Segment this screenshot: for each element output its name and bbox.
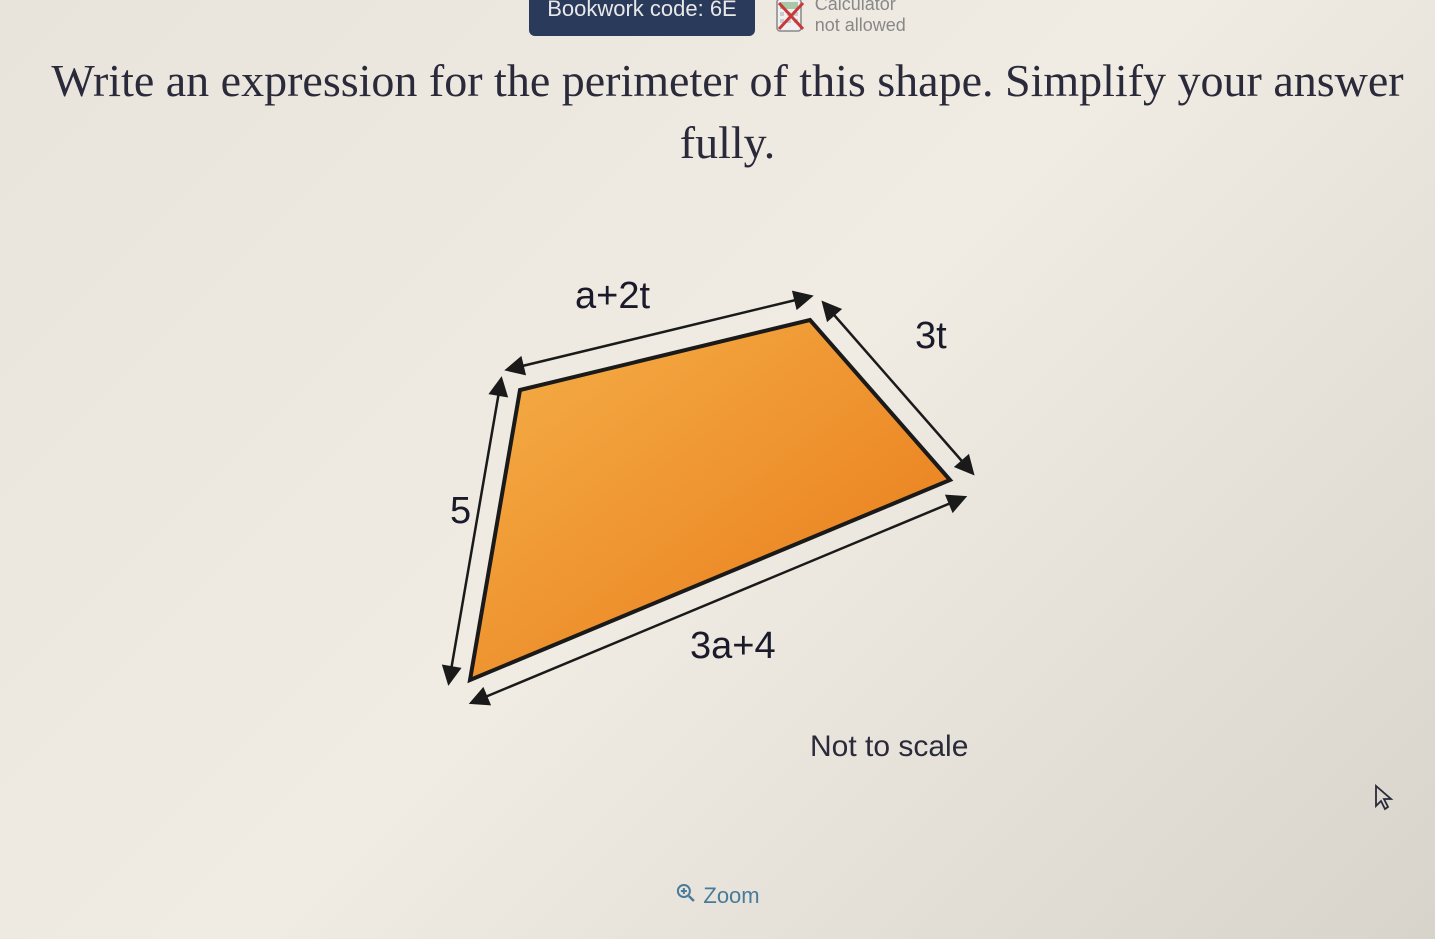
calculator-label-1: Calculator <box>815 0 906 15</box>
header-badges: Bookwork code: 6E Calculator not allowed <box>0 0 1435 36</box>
diagram-area: a+2t 3t 3a+4 5 Not to scale Zoom <box>0 260 1435 939</box>
not-to-scale-label: Not to scale <box>810 730 968 764</box>
bookwork-code-badge: Bookwork code: 6E <box>529 0 755 36</box>
cursor-icon <box>1373 784 1395 819</box>
calculator-status: Calculator not allowed <box>775 0 906 36</box>
calculator-label-2: not allowed <box>815 15 906 36</box>
bookwork-code-label: Bookwork code: 6E <box>547 0 737 21</box>
side-label-left: 5 <box>450 490 471 533</box>
calculator-not-allowed-icon <box>775 0 807 33</box>
side-label-top: a+2t <box>575 275 650 318</box>
zoom-button[interactable]: Zoom <box>675 883 759 909</box>
side-label-bottom: 3a+4 <box>690 625 776 668</box>
question-text: Write an expression for the perimeter of… <box>40 50 1415 174</box>
zoom-label: Zoom <box>703 883 759 909</box>
zoom-icon <box>675 883 695 909</box>
side-label-right: 3t <box>915 315 947 358</box>
